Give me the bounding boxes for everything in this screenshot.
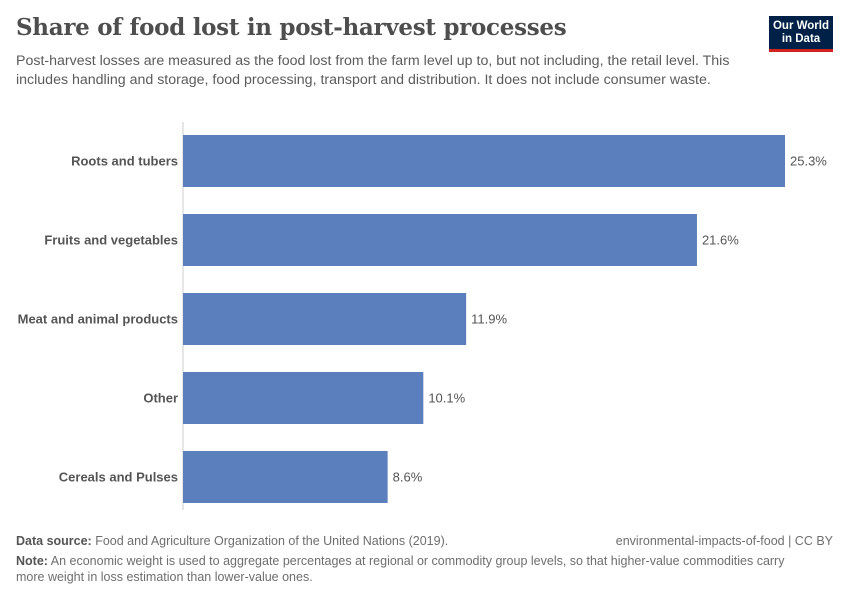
value-label: 11.9% [471, 312, 507, 327]
category-label: Cereals and Pulses [59, 470, 178, 485]
category-label: Roots and tubers [71, 154, 178, 169]
bar-3[interactable] [183, 372, 424, 424]
license-link[interactable]: environmental-impacts-of-food | CC BY [615, 534, 833, 548]
owid-logo[interactable]: Our World in Data [769, 16, 833, 52]
value-label: 10.1% [428, 391, 465, 406]
category-label: Other [143, 391, 178, 406]
bar-2[interactable] [183, 293, 467, 345]
note: Note: An economic weight is used to aggr… [16, 554, 785, 584]
bar-0[interactable] [183, 135, 785, 187]
value-label: 25.3% [790, 154, 827, 169]
category-label: Meat and animal products [18, 312, 178, 327]
value-label: 8.6% [393, 470, 423, 485]
chart-subtitle: Post-harvest losses are measured as the … [16, 53, 730, 88]
category-label: Fruits and vegetables [44, 233, 178, 248]
bar-4[interactable] [183, 451, 388, 503]
value-label: 21.6% [702, 233, 739, 248]
chart-title: Share of food lost in post-harvest proce… [16, 14, 567, 41]
bar-1[interactable] [183, 214, 697, 266]
data-source: Data source: Food and Agriculture Organi… [16, 534, 449, 548]
